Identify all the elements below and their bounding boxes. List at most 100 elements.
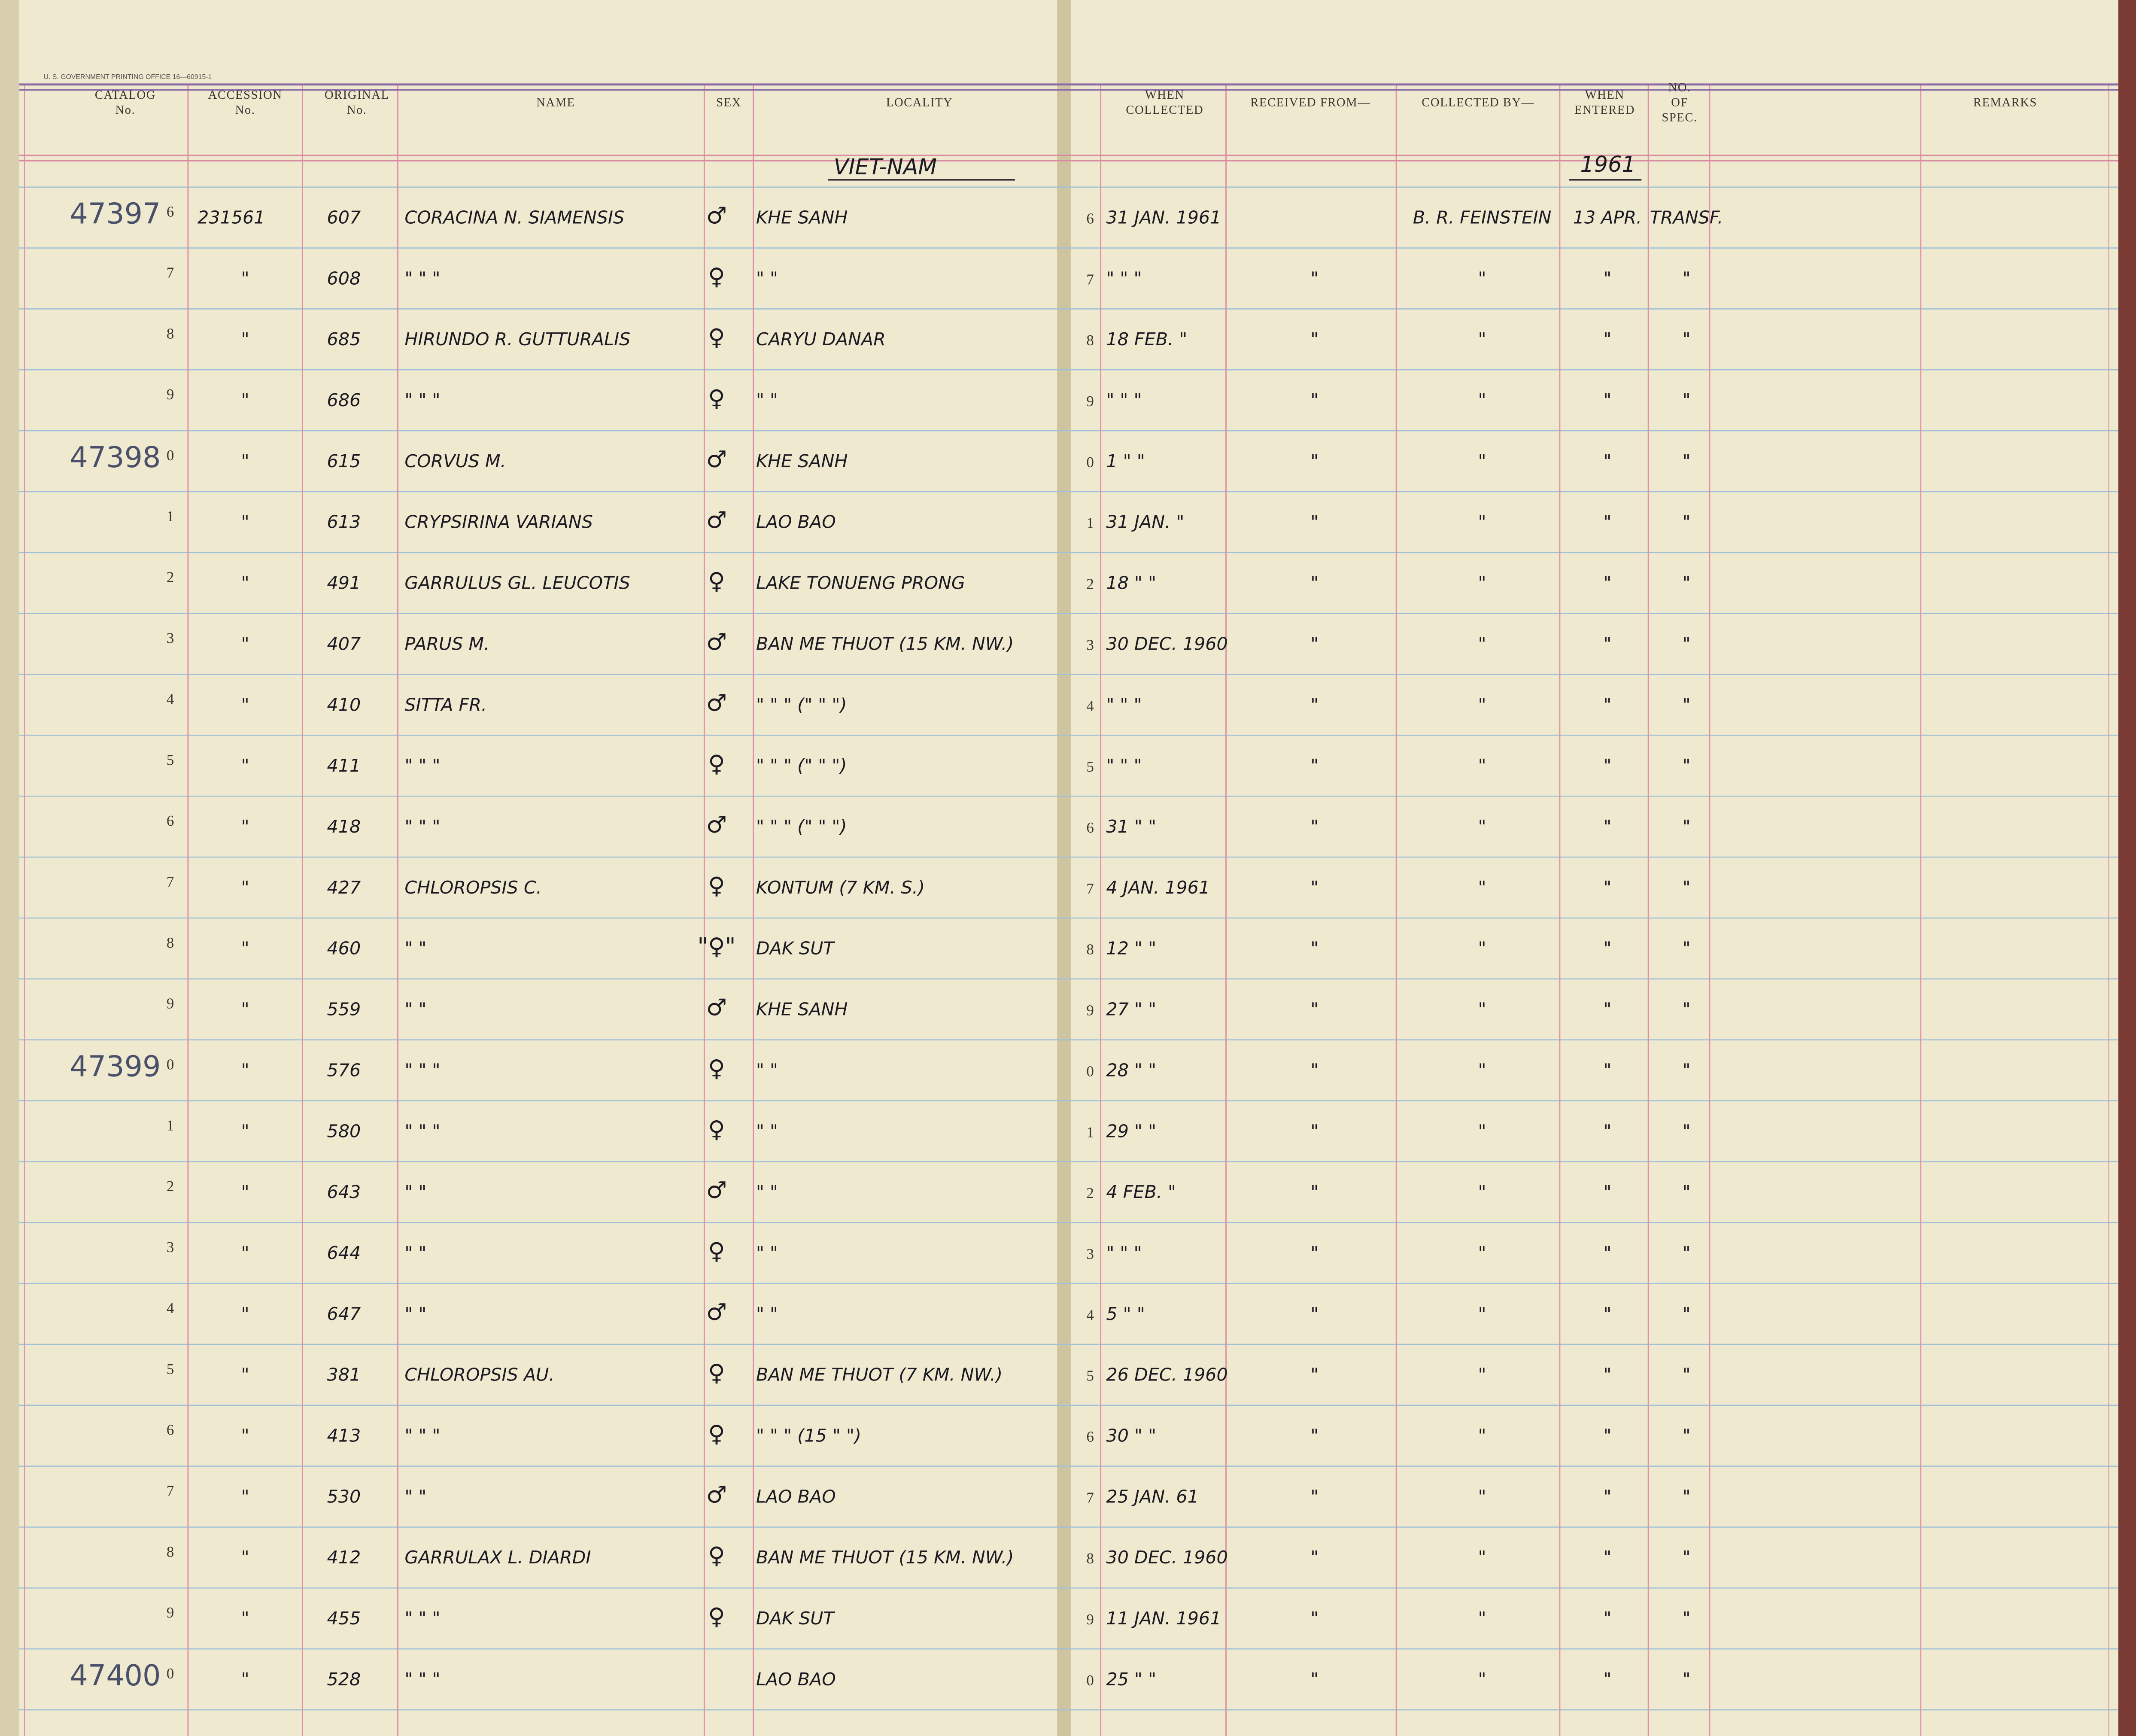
cell-collector: " bbox=[1478, 877, 1486, 898]
cell-received: " bbox=[1310, 390, 1319, 410]
cell-spec: " bbox=[1682, 1669, 1690, 1690]
cell-spec: " bbox=[1682, 633, 1690, 654]
column-header: COLLECTED BY— bbox=[1422, 96, 1534, 109]
cell-digit: 0 bbox=[167, 1665, 174, 1682]
cell-received: " bbox=[1310, 329, 1319, 350]
cell-spec: " bbox=[1682, 329, 1690, 350]
cell-digit: 2 bbox=[167, 569, 174, 586]
cell-collector: " bbox=[1478, 329, 1486, 350]
cell-prefix: 47398 bbox=[70, 441, 161, 474]
cell-name: " " bbox=[404, 1182, 426, 1202]
cell-received: " bbox=[1310, 1365, 1319, 1385]
cell-digit: 9 bbox=[167, 386, 174, 403]
cell-spec: " bbox=[1682, 1365, 1690, 1385]
cell-entered: " bbox=[1603, 1547, 1611, 1568]
cell-received: " bbox=[1310, 1669, 1319, 1690]
cell-sex: ♀ bbox=[708, 872, 725, 899]
cell-entered: " bbox=[1603, 877, 1611, 898]
cell-sex: ♂ bbox=[706, 1481, 727, 1508]
cell-digit: 9 bbox=[167, 995, 174, 1012]
cell-collector: " bbox=[1478, 1486, 1486, 1507]
imprint: U. S. GOVERNMENT PRINTING OFFICE 16—6091… bbox=[44, 73, 212, 81]
cell-original: 418 bbox=[327, 816, 361, 837]
cell-sex: ♂ bbox=[706, 994, 727, 1021]
country: VIET-NAM bbox=[834, 154, 937, 179]
cell-rdigit: 1 bbox=[1086, 1124, 1094, 1140]
cell-collected: 25 JAN. 61 bbox=[1106, 1486, 1199, 1507]
cell-rdigit: 4 bbox=[1086, 697, 1094, 714]
cell-digit: 4 bbox=[167, 690, 174, 707]
cell-locality: " " bbox=[756, 390, 778, 410]
cell-collector: " bbox=[1478, 755, 1486, 776]
cell-original: 528 bbox=[327, 1669, 361, 1690]
cell-spec: " bbox=[1682, 512, 1690, 532]
cell-spec: " bbox=[1682, 1547, 1690, 1568]
cell-collector: " bbox=[1478, 451, 1486, 471]
cell-entered: " bbox=[1603, 451, 1611, 471]
cell-name: " " bbox=[404, 1304, 426, 1324]
cell-collector: " bbox=[1478, 390, 1486, 410]
cell-collector: " bbox=[1478, 694, 1486, 715]
cell-collected: 25 " " bbox=[1106, 1669, 1156, 1690]
cell-digit: 2 bbox=[167, 1178, 174, 1195]
cell-received: " bbox=[1310, 1243, 1319, 1263]
cell-entered: " bbox=[1603, 1243, 1611, 1263]
cell-prefix: 47399 bbox=[70, 1049, 161, 1083]
cell-rdigit: 6 bbox=[1086, 1429, 1094, 1445]
cell-rdigit: 9 bbox=[1086, 393, 1094, 410]
cell-name: " " " bbox=[404, 1060, 440, 1080]
cell-digit: 3 bbox=[167, 630, 174, 647]
cell-rdigit: 2 bbox=[1086, 576, 1094, 593]
cell-sex: ♀ bbox=[708, 324, 725, 351]
cell-original: 576 bbox=[327, 1060, 361, 1080]
cell-accession: " bbox=[241, 512, 249, 532]
cell-sex: ♀ bbox=[708, 568, 725, 595]
cell-spec: " bbox=[1682, 451, 1690, 471]
cell-collector: " bbox=[1478, 816, 1486, 837]
cell-received: " bbox=[1310, 999, 1319, 1020]
cell-received: " bbox=[1310, 573, 1319, 593]
cell-received: " bbox=[1310, 1547, 1319, 1568]
cell-locality: KONTUM (7 KM. S.) bbox=[756, 877, 925, 898]
cell-name: CORVUS M. bbox=[404, 451, 506, 471]
cell-sex: ♂ bbox=[706, 811, 727, 838]
cell-locality: DAK SUT bbox=[756, 938, 836, 959]
cell-rdigit: 5 bbox=[1086, 1368, 1094, 1384]
cell-accession: " bbox=[241, 1243, 249, 1263]
column-header: ORIGINAL bbox=[325, 88, 389, 102]
cell-original: 407 bbox=[327, 633, 361, 654]
cell-entered: " bbox=[1603, 329, 1611, 350]
page-edge bbox=[0, 0, 19, 1736]
cell-collector: " bbox=[1478, 573, 1486, 593]
cell-name: CHLOROPSIS AU. bbox=[404, 1365, 554, 1385]
cell-entered: " bbox=[1603, 512, 1611, 532]
cell-locality: " " bbox=[756, 268, 778, 289]
cell-original: 413 bbox=[327, 1426, 361, 1446]
cell-original: 427 bbox=[327, 877, 361, 898]
cell-received: " bbox=[1310, 694, 1319, 715]
cell-accession: " bbox=[241, 573, 249, 593]
cell-sex: ♂ bbox=[706, 628, 727, 655]
cell-spec: " bbox=[1682, 694, 1690, 715]
cell-name: GARRULUS GL. LEUCOTIS bbox=[404, 573, 630, 593]
cell-spec: " bbox=[1682, 268, 1690, 289]
cell-digit: 1 bbox=[167, 1117, 174, 1134]
cell-rdigit: 9 bbox=[1086, 1611, 1094, 1628]
cell-collected: 26 DEC. 1960 bbox=[1106, 1365, 1228, 1385]
column-header: No. bbox=[235, 103, 255, 117]
cell-original: 460 bbox=[327, 938, 361, 959]
cell-rdigit: 8 bbox=[1086, 941, 1094, 958]
cell-accession: " bbox=[241, 938, 249, 959]
cell-rdigit: 7 bbox=[1086, 880, 1094, 897]
column-header: No. bbox=[347, 103, 367, 117]
cell-received: " bbox=[1310, 938, 1319, 959]
cell-collected: " " " bbox=[1106, 755, 1142, 776]
cell-spec: " bbox=[1682, 999, 1690, 1020]
cell-sex: ♂ bbox=[706, 446, 727, 473]
cell-received: " bbox=[1310, 1182, 1319, 1202]
cell-spec: " bbox=[1682, 1486, 1690, 1507]
cell-locality: " " bbox=[756, 1182, 778, 1202]
cell-sex: ♀ bbox=[708, 1359, 725, 1386]
cell-locality: BAN ME THUOT (15 KM. NW.) bbox=[756, 633, 1014, 654]
